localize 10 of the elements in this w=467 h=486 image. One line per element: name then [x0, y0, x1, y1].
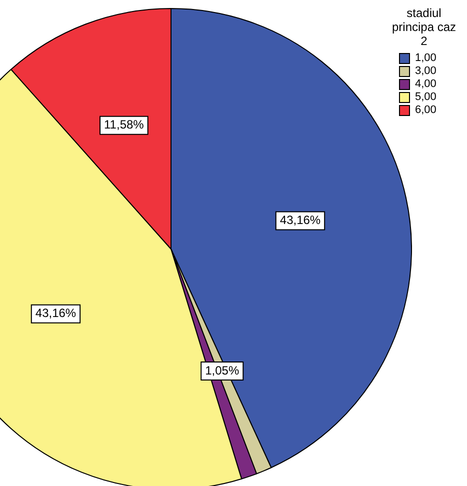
data-label: 1,05%: [205, 363, 240, 378]
legend-label: 3,00: [415, 65, 436, 77]
legend-label: 4,00: [415, 78, 436, 90]
data-label: 11,58%: [104, 118, 144, 132]
legend-label: 6,00: [415, 104, 436, 116]
legend-label: 5,00: [415, 91, 436, 103]
data-label: 43,16%: [35, 306, 76, 320]
legend-title: stadiul principa caz 2: [390, 6, 458, 48]
data-label: 43,16%: [280, 213, 321, 228]
legend-label: 1,00: [415, 52, 436, 64]
